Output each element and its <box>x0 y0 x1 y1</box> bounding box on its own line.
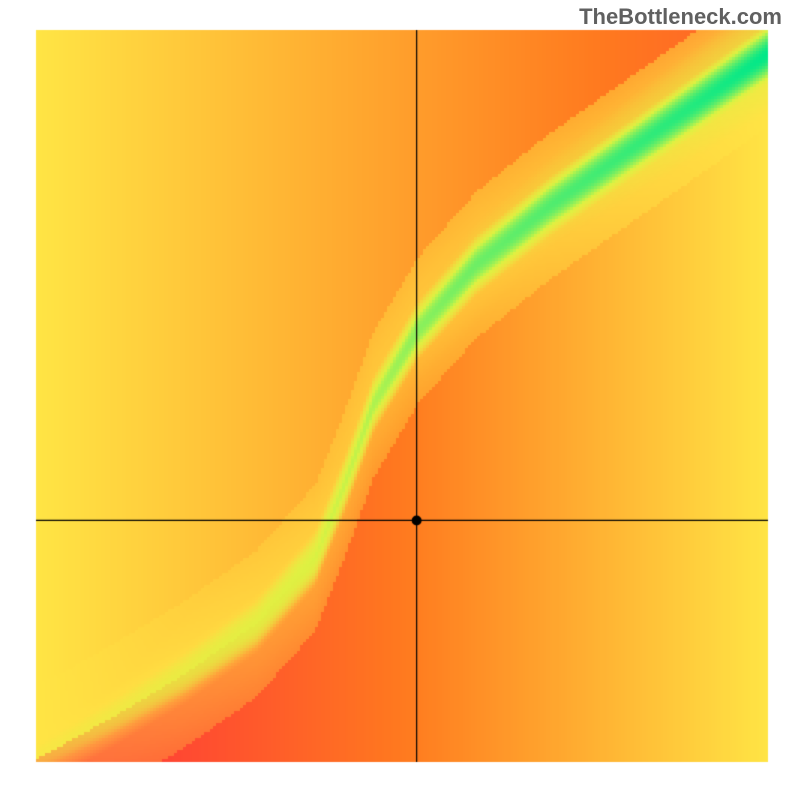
watermark-text: TheBottleneck.com <box>579 4 782 30</box>
bottleneck-heatmap <box>0 0 800 800</box>
chart-container: TheBottleneck.com <box>0 0 800 800</box>
